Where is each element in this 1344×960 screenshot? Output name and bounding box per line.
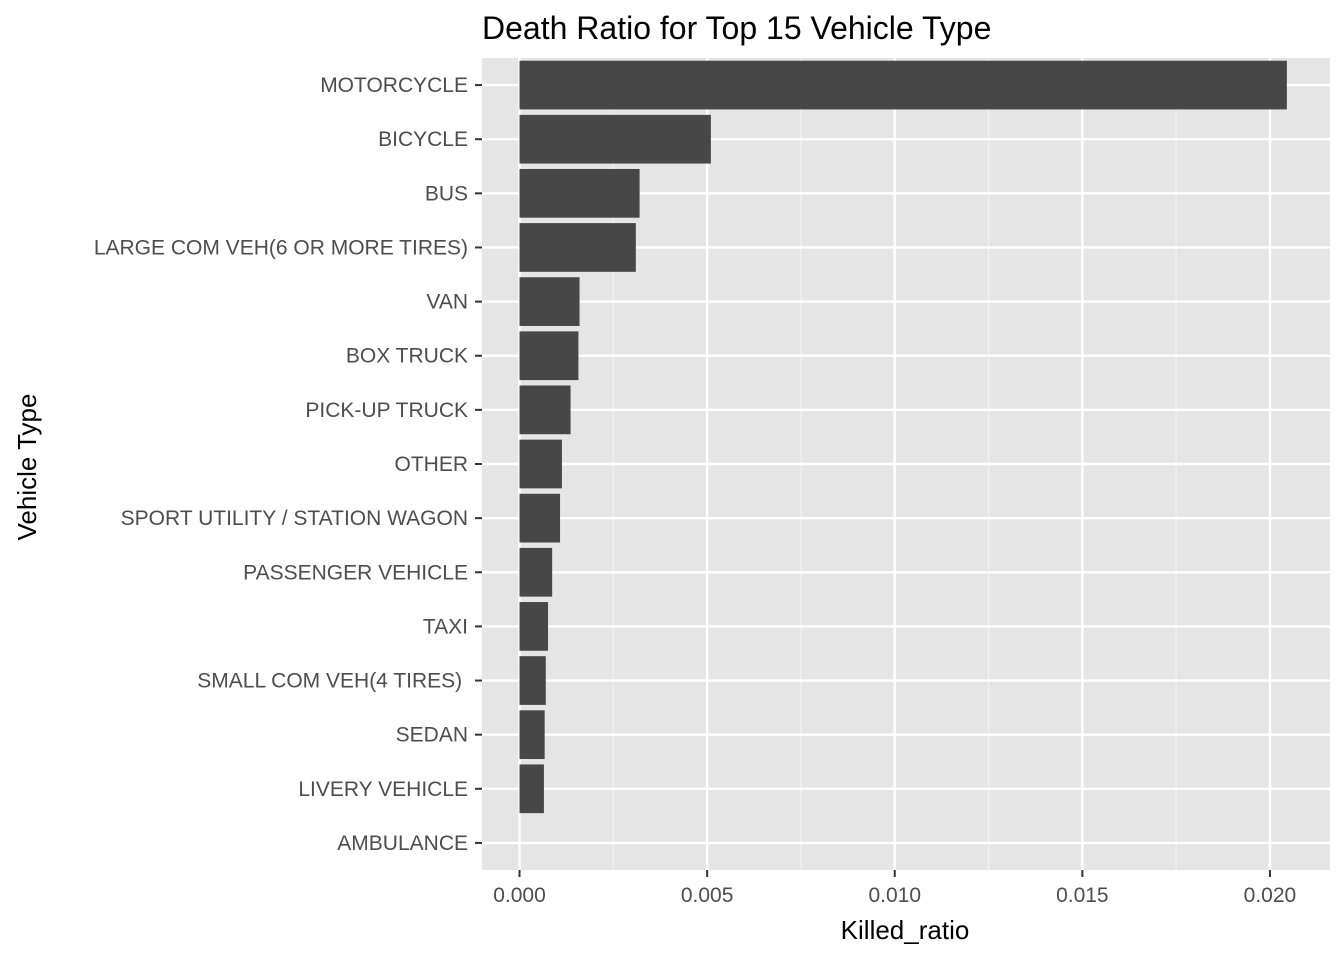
bar [519,168,640,218]
bar [519,710,545,760]
bars [519,60,1287,814]
x-axis-title: Killed_ratio [841,915,970,945]
bar [519,547,553,597]
y-tick-label: MOTORCYCLE [320,74,468,97]
y-axis-title: Vehicle Type [12,394,42,541]
y-tick-label: SPORT UTILITY / STATION WAGON [121,507,468,530]
y-tick-label: OTHER [395,453,469,476]
y-tick-label: VAN [426,291,468,314]
y-tick-label: BOX TRUCK [346,345,468,368]
y-tick-label: BICYCLE [378,128,468,151]
chart-title: Death Ratio for Top 15 Vehicle Type [482,10,991,46]
bar [519,223,636,272]
bar [519,277,580,326]
bar [519,493,561,543]
y-tick-label: TAXI [423,615,468,638]
x-tick-label: 0.005 [681,884,734,907]
bar [519,439,562,489]
y-tick-label: SEDAN [396,724,468,747]
x-tick-label: 0.015 [1056,884,1109,907]
bar [519,764,544,814]
x-tick-label: 0.000 [493,884,546,907]
x-axis: 0.000 0.005 0.010 0.015 0.020 [493,870,1296,907]
y-tick-label: BUS [425,182,468,205]
y-tick-label: PICK-UP TRUCK [305,399,468,422]
bar [519,114,711,164]
y-tick-label: PASSENGER VEHICLE [243,561,468,584]
y-tick-label: LARGE COM VEH(6 OR MORE TIRES) [94,236,468,259]
bar [519,60,1287,110]
y-tick-label: AMBULANCE [337,832,468,855]
x-tick-label: 0.010 [868,884,921,907]
y-tick-label: LIVERY VEHICLE [298,778,468,801]
bar [519,602,549,651]
y-axis: MOTORCYCLE BICYCLE BUS LARGE COM VEH(6 OR M… [94,74,482,855]
bar [519,331,579,381]
bar [519,385,571,435]
x-tick-label: 0.020 [1244,884,1297,907]
y-tick-label: SMALL COM VEH(4 TIRES) [197,670,468,693]
bar [519,656,546,705]
